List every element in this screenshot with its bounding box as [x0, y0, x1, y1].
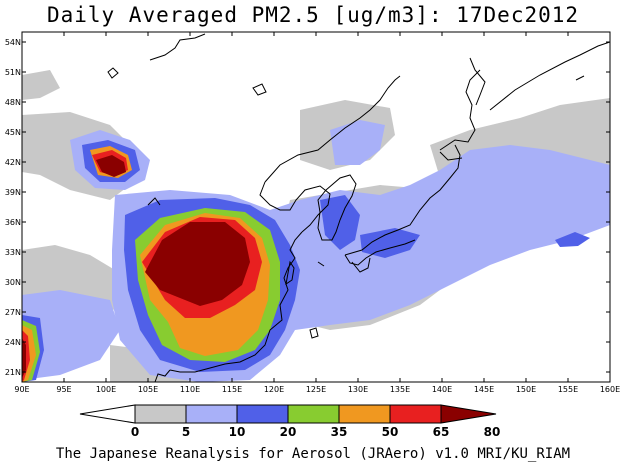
lon-tick-label: 90E — [14, 385, 29, 394]
lat-tick-label: 48N — [5, 98, 21, 107]
colorbar-label: 20 — [280, 425, 297, 439]
lon-tick-label: 130E — [348, 385, 368, 394]
data-credit: The Japanese Reanalysis for Aerosol (JRA… — [55, 446, 571, 462]
lon-tick-label: 145E — [474, 385, 494, 394]
colorbar-arrow-high — [440, 404, 497, 424]
colorbar-label: 65 — [433, 425, 450, 439]
colorbar: 0 5 10 20 35 50 65 80 — [79, 404, 501, 439]
colorbar-swatch — [287, 404, 340, 424]
lat-tick-label: 39N — [5, 188, 21, 197]
lat-tick-label: 54N — [5, 38, 21, 47]
colorbar-swatch — [236, 404, 289, 424]
lon-tick-label: 125E — [306, 385, 326, 394]
lat-tick-group: 21N 24N 27N 30N 33N 36N 39N 42N 45N 48N 51N 54N — [5, 38, 610, 377]
lon-tick-label: 140E — [432, 385, 452, 394]
colorbar-label: 10 — [229, 425, 246, 439]
colorbar-label: 80 — [484, 425, 501, 439]
colorbar-swatch — [338, 404, 391, 424]
colorbar-label: 50 — [382, 425, 399, 439]
colorbar-label: 5 — [182, 425, 190, 439]
pm25-field — [22, 32, 610, 382]
lat-tick-label: 45N — [5, 128, 21, 137]
lon-tick-label: 155E — [558, 385, 578, 394]
colorbar-arrow-low — [79, 404, 136, 424]
lon-tick-label: 115E — [222, 385, 242, 394]
colorbar-swatch — [185, 404, 238, 424]
colorbar-swatch — [389, 404, 442, 424]
lat-tick-label: 24N — [5, 338, 21, 347]
lon-tick-label: 135E — [390, 385, 410, 394]
pm25-level-over-80 — [22, 155, 250, 378]
lon-tick-label: 160E — [600, 385, 620, 394]
coastlines — [107, 33, 610, 382]
lat-tick-label: 30N — [5, 278, 21, 287]
map-title: Daily Averaged PM2.5 [ug/m3]: 17Dec2012 — [46, 3, 580, 27]
colorbar-label: 35 — [331, 425, 348, 439]
lat-tick-label: 42N — [5, 158, 21, 167]
lat-tick-label: 51N — [5, 68, 21, 77]
lat-tick-label: 21N — [5, 368, 21, 377]
lon-tick-label: 105E — [138, 385, 158, 394]
colorbar-swatch — [134, 404, 187, 424]
lon-tick-label: 150E — [516, 385, 536, 394]
lon-tick-label: 120E — [264, 385, 284, 394]
lon-tick-group: 90E 95E 100E 105E 110E 115E 120E 125E 130E 135E 14… — [14, 32, 620, 394]
lon-tick-label: 110E — [180, 385, 200, 394]
lon-tick-label: 100E — [96, 385, 116, 394]
lon-tick-label: 95E — [56, 385, 71, 394]
lat-tick-label: 36N — [5, 218, 21, 227]
lat-tick-label: 33N — [5, 248, 21, 257]
lat-tick-label: 27N — [5, 308, 21, 317]
colorbar-label: 0 — [131, 425, 139, 439]
